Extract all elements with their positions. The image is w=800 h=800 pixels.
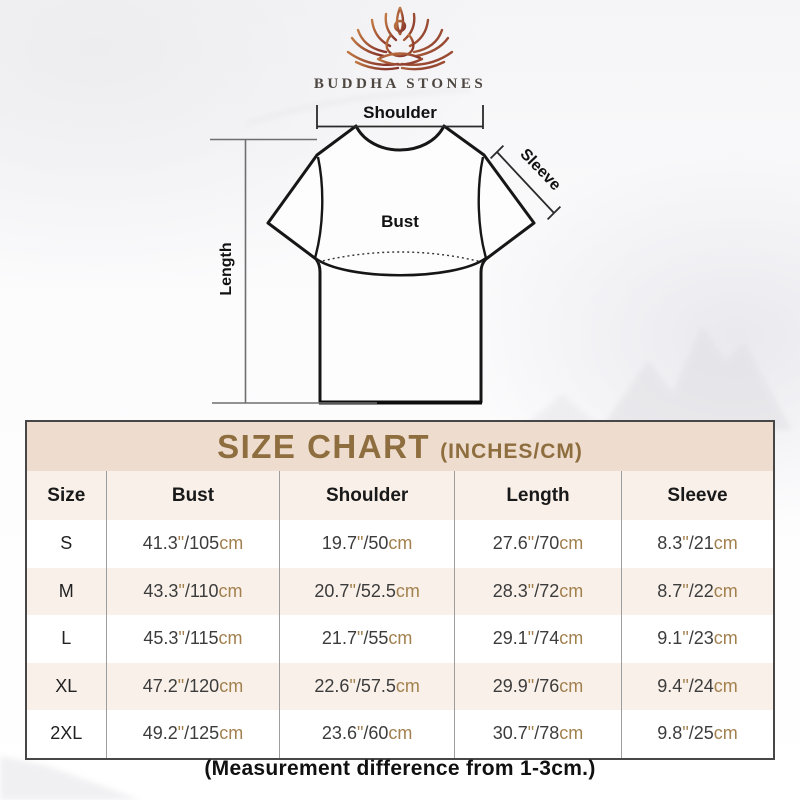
bust-label: Bust — [381, 212, 419, 231]
cell-length: 29.9"/76cm — [453, 662, 622, 710]
size-chart-panel: SIZE CHART (INCHES/CM) Size Bust Shoulde… — [25, 420, 775, 760]
cell-bust: 43.3"/110cm — [105, 567, 280, 615]
size-row-XL: XL 47.2"/120cm 22.6"/57.5cm 29.9"/76cm 9.4"/… — [27, 662, 773, 710]
size-chart-title: SIZE CHART (INCHES/CM) — [27, 422, 773, 471]
cell-shoulder: 23.6"/60cm — [279, 710, 455, 758]
cell-sleeve: 9.1"/23cm — [621, 615, 773, 663]
cell-bust: 45.3"/115cm — [105, 615, 280, 663]
bust-dotted-line — [317, 251, 483, 263]
cell-shoulder: 19.7"/50cm — [279, 520, 455, 568]
cell-size: XL — [27, 662, 107, 710]
col-header-size: Size — [27, 471, 107, 520]
size-row-2XL: 2XL 49.2"/125cm 23.6"/60cm 30.7"/78cm 9.8"/2… — [27, 710, 773, 758]
col-header-shoulder: Shoulder — [279, 471, 455, 520]
col-header-bust: Bust — [105, 471, 280, 520]
length-guides — [210, 138, 377, 404]
cell-length: 28.3"/72cm — [453, 567, 622, 615]
cell-shoulder: 22.6"/57.5cm — [279, 662, 455, 710]
measurement-lines — [316, 105, 562, 221]
cell-size: L — [61, 628, 72, 649]
lotus-meditation-icon — [346, 6, 454, 71]
size-table: Size Bust Shoulder Length Sleeve S 41.3"/… — [27, 471, 773, 758]
size-table-body: S 41.3"/105cm 19.7"/50cm 27.6"/70cm 8.3"/21c… — [27, 520, 773, 758]
cell-size: M — [27, 567, 107, 615]
size-row-L: L 45.3"/115cm 21.7"/55cm 29.1"/74cm 9.1"/23c… — [27, 615, 773, 663]
cell-bust: 41.3"/105cm — [105, 520, 280, 568]
brand-name: BUDDHA STONES — [313, 76, 487, 92]
cell-size: S — [60, 533, 73, 554]
size-row-S: S 41.3"/105cm 19.7"/50cm 27.6"/70cm 8.3"/21c… — [27, 520, 773, 568]
measurement-footnote: (Measurement difference from 1-3cm.) — [204, 757, 596, 780]
cell-size: 2XL — [50, 723, 83, 744]
size-chart-title-main: SIZE CHART — [217, 428, 431, 465]
col-header-length: Length — [453, 471, 622, 520]
col-header-sleeve: Sleeve — [621, 471, 773, 520]
length-label: Length — [218, 242, 235, 295]
size-chart-title-note: (INCHES/CM) — [440, 440, 583, 463]
cell-bust: 47.2"/120cm — [105, 662, 280, 710]
cell-length: 29.1"/74cm — [453, 615, 622, 663]
cell-sleeve: 8.3"/21cm — [621, 520, 773, 568]
shoulder-label: Shoulder — [363, 103, 437, 122]
cell-length: 30.7"/78cm — [453, 710, 622, 758]
sleeve-label: Sleeve — [517, 146, 565, 194]
cell-sleeve: 9.8"/25cm — [621, 710, 773, 758]
cell-sleeve: 9.4"/24cm — [621, 662, 773, 710]
cell-bust: 49.2"/125cm — [105, 710, 280, 758]
size-table-header-row: Size Bust Shoulder Length Sleeve — [27, 471, 773, 520]
cell-shoulder: 21.7"/55cm — [279, 615, 455, 663]
cell-length: 27.6"/70cm — [453, 520, 622, 568]
cell-sleeve: 8.7"/22cm — [621, 567, 773, 615]
tshirt-outline — [266, 124, 536, 405]
size-row-M: M 43.3"/110cm 20.7"/52.5cm 28.3"/72cm 8.7"/2… — [27, 567, 773, 615]
cell-shoulder: 20.7"/52.5cm — [279, 567, 455, 615]
